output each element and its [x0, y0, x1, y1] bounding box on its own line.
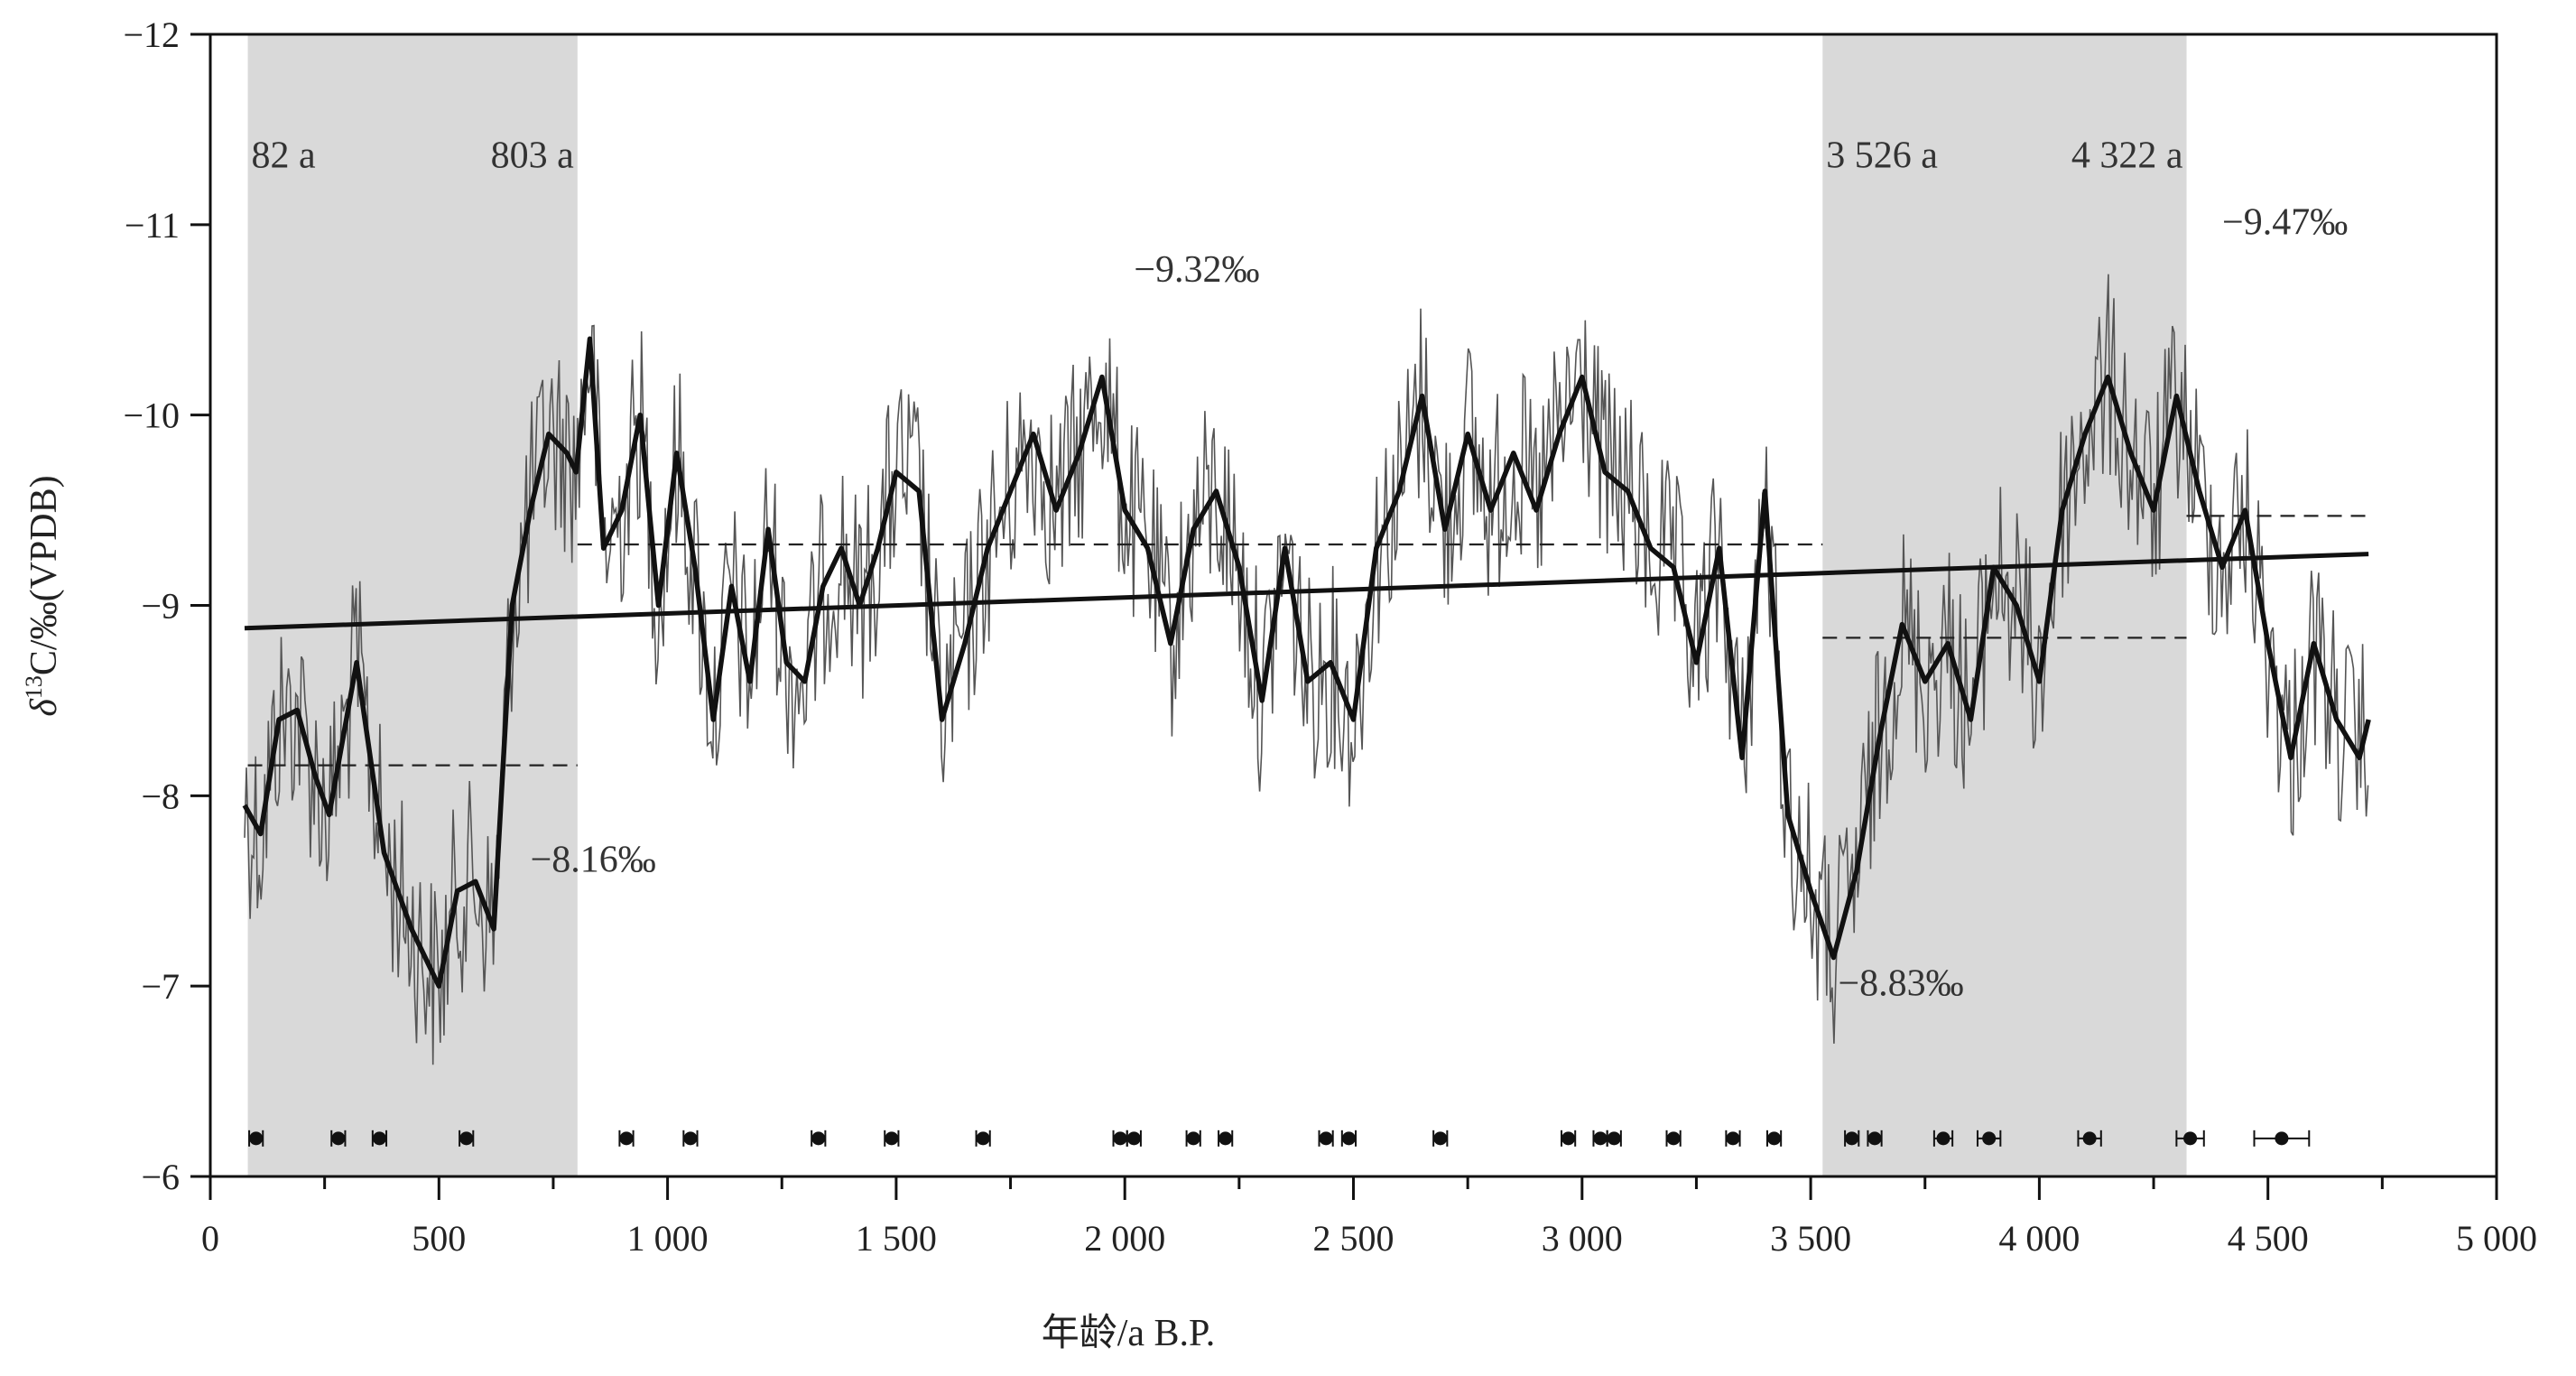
y-axis-title: δ13C/‰(VPDB)	[21, 475, 65, 716]
dating-point-4	[618, 1130, 635, 1147]
raw-series-layer	[244, 274, 2369, 1065]
y-tick-label-5: −7	[141, 966, 180, 1007]
x-tick-label-6: 3 000	[1542, 1218, 1623, 1259]
dating-point-22	[1844, 1130, 1860, 1147]
dating-point-9	[1112, 1130, 1128, 1147]
y-axis-title-delta: δ	[23, 698, 65, 717]
x-tick-label-10: 5 000	[2456, 1218, 2537, 1259]
y-tick-label-0: −12	[123, 14, 180, 55]
dating-point-10	[1126, 1130, 1142, 1147]
axes-layer: 0 500 1 000 1 500 2 000 2 500 3 000 3 500 4 000 4…	[123, 14, 2537, 1259]
annotation-layer: 82 a 803 a 3 526 a 4 322 a −8.16‰ −9.32‰ −8.83…	[252, 135, 2349, 1005]
y-tick-label-6: −6	[141, 1157, 180, 1197]
x-tick-label-3: 1 500	[856, 1218, 937, 1259]
dating-point-1	[330, 1130, 347, 1147]
dating-point-7	[884, 1130, 900, 1147]
x-tick-label-7: 3 500	[1770, 1218, 1851, 1259]
x-tick-label-0: 0	[201, 1218, 219, 1259]
x-tick-label-9: 4 500	[2228, 1218, 2309, 1259]
x-tick-label-4: 2 000	[1084, 1218, 1165, 1259]
dating-point-15	[1432, 1130, 1449, 1147]
x-tick-label-1: 500	[412, 1218, 466, 1259]
x-tick-label-5: 2 500	[1313, 1218, 1395, 1259]
trend-line-layer	[244, 552, 2369, 631]
mean-label-3: −9.47‰	[2222, 201, 2348, 243]
mean-lines-layer	[247, 515, 2369, 767]
smooth-series-line	[242, 336, 2371, 989]
dating-point-0	[248, 1130, 264, 1147]
mean-label-0: −8.16‰	[531, 840, 656, 881]
dating-point-19	[1665, 1130, 1682, 1147]
interval-label-0: 82 a	[252, 135, 317, 177]
x-tick-label-2: 1 000	[627, 1218, 709, 1259]
dating-point-2	[371, 1130, 388, 1147]
y-axis-title-rest: C/‰(VPDB)	[23, 475, 65, 675]
interval-label-2: 3 526 a	[1826, 135, 1938, 177]
shaded-intervals	[247, 34, 2187, 1176]
dating-point-25	[1977, 1130, 2002, 1147]
interval-label-3: 4 322 a	[2071, 135, 2183, 177]
mean-label-2: −8.83‰	[1838, 963, 1963, 1005]
y-tick-label-3: −9	[141, 586, 180, 627]
dating-point-16	[1561, 1130, 1577, 1147]
dating-point-24	[1932, 1130, 1954, 1147]
mean-label-1: −9.32‰	[1134, 249, 1259, 291]
y-tick-label-1: −11	[125, 205, 180, 246]
y-tick-label-2: −10	[123, 395, 180, 436]
dating-point-17	[1592, 1130, 1608, 1147]
raw-series-line	[244, 274, 2369, 1065]
interval-label-1: 803 a	[491, 135, 575, 177]
dating-point-6	[811, 1130, 827, 1147]
trend-line	[244, 552, 2369, 631]
dating-point-20	[1725, 1130, 1741, 1147]
dating-point-12	[1218, 1130, 1234, 1147]
y-axis-title-superscript: 13	[21, 675, 47, 699]
dating-point-18	[1606, 1130, 1622, 1147]
x-tick-label-8: 4 000	[1998, 1218, 2080, 1259]
shaded-interval-0	[247, 34, 578, 1176]
dating-point-21	[1765, 1130, 1783, 1147]
y-tick-label-4: −8	[141, 776, 180, 816]
dating-point-14	[1340, 1130, 1357, 1147]
dating-point-23	[1867, 1130, 1883, 1147]
dating-point-28	[2253, 1130, 2311, 1147]
dating-point-11	[1185, 1130, 1201, 1147]
dating-point-8	[975, 1130, 991, 1147]
dating-points-layer	[248, 1130, 2311, 1147]
x-axis-title: 年龄/a B.P.	[1042, 1312, 1216, 1354]
dating-point-5	[682, 1130, 699, 1147]
smooth-series-layer	[242, 336, 2371, 989]
dating-point-27	[2175, 1130, 2205, 1147]
dating-point-13	[1318, 1130, 1334, 1147]
dating-point-26	[2077, 1130, 2102, 1147]
dating-point-3	[459, 1130, 475, 1147]
